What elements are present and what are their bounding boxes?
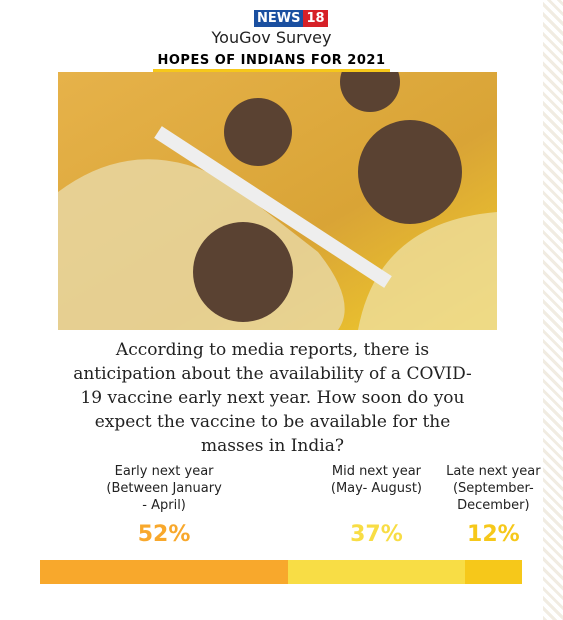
value-label: 12% bbox=[467, 522, 520, 547]
value-label: 52% bbox=[137, 522, 191, 547]
photo bbox=[58, 72, 497, 330]
category-label: Late next year (September-December) bbox=[446, 464, 541, 513]
survey-name: YouGov Survey bbox=[211, 28, 332, 47]
side-stripe bbox=[543, 0, 563, 620]
bar-segment bbox=[40, 560, 289, 584]
value-label: 37% bbox=[350, 522, 403, 547]
category-label: Mid next year (May- August) bbox=[330, 464, 422, 496]
bar-segment bbox=[288, 560, 465, 584]
question: According to media reports, there is ant… bbox=[73, 340, 472, 456]
category-label: Early next year (Between January - April… bbox=[106, 464, 222, 513]
headline-text: HOPES OF INDIANS FOR 2021 bbox=[153, 53, 390, 72]
logo: NEWS 18 bbox=[254, 10, 328, 27]
logo-number: 18 bbox=[303, 10, 328, 27]
logo-news: NEWS bbox=[254, 10, 304, 27]
headline: HOPES OF INDIANS FOR 2021 bbox=[0, 53, 543, 72]
bar-segment bbox=[464, 560, 522, 584]
